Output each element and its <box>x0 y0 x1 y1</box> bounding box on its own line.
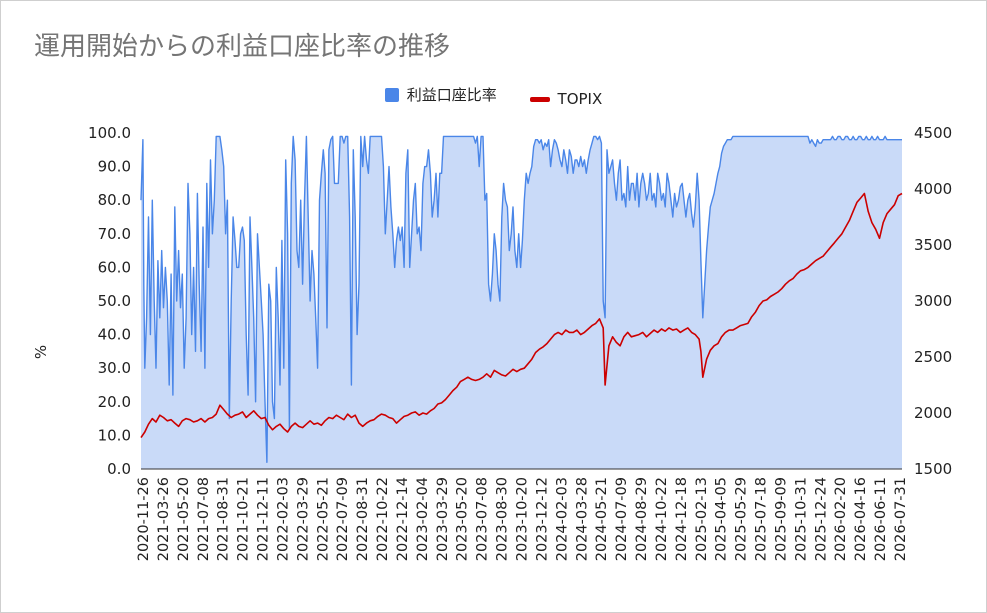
y-right-tick-label: 1500 <box>914 460 952 478</box>
x-tick-label: 2021-10-21 <box>236 477 252 561</box>
x-tick-label: 2022-10-22 <box>375 477 391 561</box>
x-tick-label: 2022-08-31 <box>355 477 371 561</box>
y-left-tick-label: 10.0 <box>98 426 131 444</box>
x-tick-label: 2023-12-12 <box>534 477 550 561</box>
legend-item-ratio: 利益口座比率 <box>384 84 497 105</box>
x-tick-label: 2026-07-31 <box>893 477 909 561</box>
legend-label-topix: TOPIX <box>557 90 603 108</box>
x-tick-label: 2023-03-29 <box>435 477 451 561</box>
y-left-tick-label: 60.0 <box>98 258 131 276</box>
x-tick-label: 2024-10-22 <box>654 477 670 561</box>
y-left-tick-label: 70.0 <box>98 225 131 243</box>
y-left-tick-label: 30.0 <box>98 359 131 377</box>
x-tick-label: 2020-11-26 <box>136 477 152 561</box>
y-right-tick-label: 2500 <box>914 348 952 366</box>
x-tick-label: 2025-02-13 <box>694 477 710 561</box>
ratio-area-fill <box>141 136 902 469</box>
x-tick-label: 2026-06-11 <box>873 477 889 561</box>
x-tick-label: 2025-04-05 <box>714 477 730 561</box>
y-right-tick-label: 4500 <box>914 124 952 142</box>
y-left-tick-label: 100.0 <box>88 124 131 142</box>
y-axis-label: % <box>32 345 50 359</box>
y-left-tick-label: 80.0 <box>98 191 131 209</box>
legend-label-ratio: 利益口座比率 <box>406 86 497 104</box>
x-tick-label: 2021-03-26 <box>156 477 172 561</box>
x-tick-label: 2024-12-18 <box>674 477 690 561</box>
x-tick-label: 2026-02-20 <box>833 477 849 561</box>
x-tick-label: 2023-05-20 <box>455 477 471 561</box>
x-tick-label: 2025-05-29 <box>734 477 750 561</box>
y-left-tick-label: 40.0 <box>98 326 131 344</box>
x-tick-label: 2022-05-21 <box>315 477 331 561</box>
y-left-tick-label: 50.0 <box>98 292 131 310</box>
x-tick-label: 2022-12-14 <box>395 477 411 561</box>
y-right-tick-label: 4000 <box>914 180 952 198</box>
legend-swatch-ratio <box>384 87 399 102</box>
x-tick-label: 2021-07-08 <box>196 477 212 561</box>
topix-series-line <box>140 192 903 439</box>
x-tick-label: 2025-12-24 <box>813 477 829 561</box>
y-left-tick-label: 0.0 <box>107 460 131 478</box>
y-right-tick-label: 3500 <box>914 236 952 254</box>
y-left-tick-label: 20.0 <box>98 393 131 411</box>
x-tick-label: 2024-03-28 <box>574 477 590 561</box>
chart-legend: 利益口座比率 TOPIX <box>0 84 987 108</box>
x-tick-label: 2025-07-18 <box>754 477 770 561</box>
ratio-series-line <box>140 135 902 463</box>
x-tick-label: 2021-05-20 <box>176 477 192 561</box>
x-tick-label: 2025-10-31 <box>793 477 809 561</box>
chart-title: 運用開始からの利益口座比率の推移 <box>34 32 451 62</box>
x-tick-label: 2022-02-03 <box>275 477 291 561</box>
x-tick-label: 2021-08-31 <box>216 477 232 561</box>
legend-item-topix: TOPIX <box>529 90 603 108</box>
x-tick-label: 2024-08-29 <box>634 477 650 561</box>
x-tick-label: 2021-12-11 <box>256 477 272 561</box>
y-right-tick-label: 3000 <box>914 292 952 310</box>
x-tick-label: 2022-03-29 <box>295 477 311 561</box>
x-tick-label: 2023-07-08 <box>475 477 491 561</box>
legend-swatch-topix <box>529 96 550 102</box>
x-tick-label: 2024-07-09 <box>614 477 630 561</box>
x-tick-label: 2023-10-20 <box>515 477 531 561</box>
x-tick-label: 2022-07-09 <box>335 477 351 561</box>
y-right-tick-label: 2000 <box>914 404 952 422</box>
x-tick-label: 2026-04-16 <box>853 477 869 561</box>
x-tick-label: 2023-08-30 <box>495 477 511 561</box>
x-tick-label: 2024-02-03 <box>554 477 570 561</box>
x-tick-label: 2023-02-04 <box>415 477 431 561</box>
x-tick-label: 2025-09-09 <box>774 477 790 561</box>
x-tick-label: 2024-05-21 <box>594 477 610 561</box>
y-left-tick-label: 90.0 <box>98 158 131 176</box>
